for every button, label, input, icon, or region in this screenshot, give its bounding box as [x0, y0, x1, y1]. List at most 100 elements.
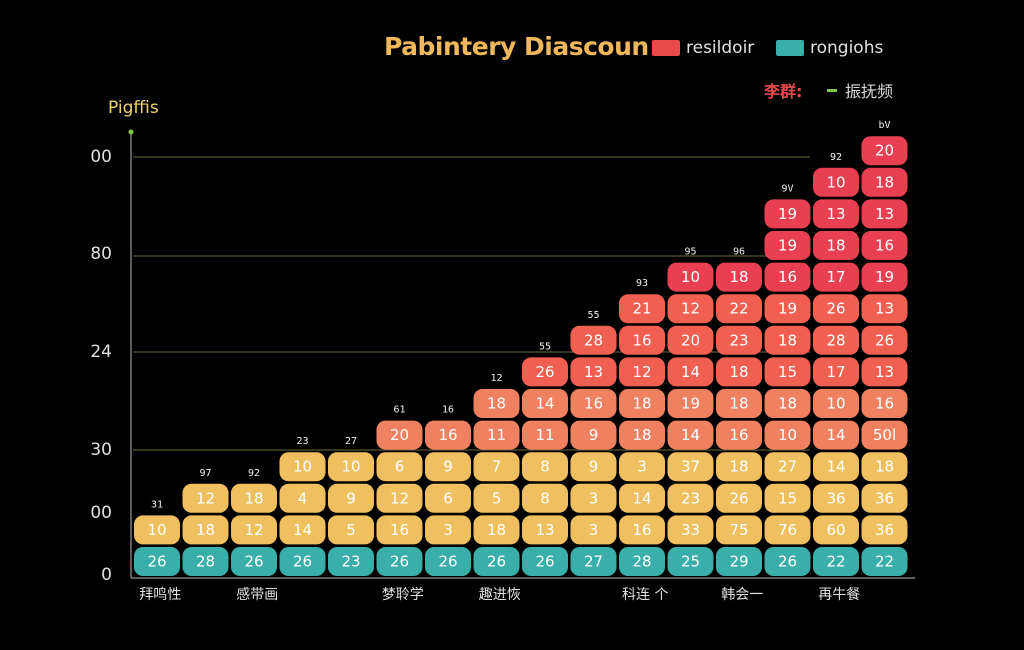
data-cell — [570, 420, 617, 450]
data-cell-label: 15 — [778, 489, 797, 507]
column-top-label: 23 — [296, 436, 308, 447]
y-axis-top-dot — [128, 129, 134, 135]
subtitle-label: 李群: — [764, 82, 803, 101]
data-cell — [522, 547, 568, 576]
data-cell — [619, 483, 665, 513]
data-cell-label: 10 — [147, 521, 166, 539]
data-cell — [813, 515, 859, 545]
data-cell — [764, 262, 811, 292]
data-cell-label: 13 — [875, 363, 894, 381]
data-cell-label: 16 — [584, 395, 603, 413]
data-cell-label: 28 — [826, 331, 845, 349]
data-cell-label: 29 — [729, 553, 748, 571]
data-cell — [619, 452, 665, 482]
data-cell-label: 17 — [826, 363, 845, 381]
data-cell — [376, 420, 423, 450]
data-cell — [764, 420, 811, 450]
column-top-label: 9V — [781, 183, 793, 194]
data-cell — [231, 547, 277, 576]
data-cell-label: 14 — [535, 395, 554, 413]
data-cell-label: 18 — [875, 173, 894, 191]
data-cell — [813, 483, 859, 513]
data-cell — [570, 452, 617, 482]
data-cell — [425, 547, 471, 576]
data-cell — [182, 483, 229, 513]
data-cell-label: 13 — [535, 521, 554, 539]
data-cell-label: 19 — [778, 237, 797, 255]
data-cell — [182, 547, 229, 576]
data-cell-label: 16 — [729, 426, 748, 444]
data-cell-label: 9 — [589, 426, 599, 444]
y-axis-label: Pigffis — [108, 98, 159, 118]
data-cell — [861, 325, 908, 355]
chart-title: Pabintery Diascoun — [384, 32, 649, 61]
data-cell-label: 18 — [632, 426, 651, 444]
data-cell — [522, 515, 568, 545]
data-cell — [570, 547, 617, 576]
data-cell — [279, 515, 326, 545]
data-cell — [328, 547, 374, 576]
data-cell-label: 12 — [244, 521, 263, 539]
data-cell — [764, 357, 811, 387]
data-cell-label: 27 — [778, 458, 797, 476]
data-cell-label: 23 — [341, 553, 360, 571]
data-cell-label: 36 — [826, 489, 845, 507]
data-cell-label: 3 — [589, 521, 599, 539]
data-cell-label: 28 — [632, 553, 651, 571]
data-cell-label: 26 — [438, 553, 457, 571]
data-cell-label: 16 — [875, 237, 894, 255]
data-cell — [813, 199, 859, 229]
data-cell-label: 26 — [293, 553, 312, 571]
data-cell-label: 6 — [443, 489, 453, 507]
data-cell — [182, 515, 229, 545]
data-cell — [279, 452, 326, 482]
data-cell — [813, 452, 859, 482]
data-cell-label: 36 — [875, 489, 894, 507]
data-cell-label: 13 — [584, 363, 603, 381]
data-cell-label: 26 — [390, 553, 409, 571]
data-cell — [328, 483, 374, 513]
data-cell-label: 5 — [492, 489, 502, 507]
data-cell-label: 19 — [778, 205, 797, 223]
data-cell-label: 22 — [875, 553, 894, 571]
data-cell-label: 37 — [681, 458, 700, 476]
data-cell — [570, 483, 617, 513]
column-top-label: 97 — [199, 468, 211, 479]
data-cell-label: 16 — [438, 426, 457, 444]
data-cell — [328, 515, 374, 545]
data-cell-label: 18 — [778, 331, 797, 349]
data-cell-label: 14 — [681, 426, 700, 444]
data-cell-label: 22 — [826, 553, 845, 571]
x-tick-label: 韩会一 — [721, 587, 763, 603]
data-cell-label: 11 — [535, 426, 554, 444]
data-cell-label: 12 — [632, 363, 651, 381]
data-cell-label: 9 — [443, 458, 453, 476]
data-cell-label: 13 — [875, 205, 894, 223]
data-cell — [619, 515, 665, 545]
data-cell-label: 20 — [390, 426, 409, 444]
data-cell — [667, 325, 714, 355]
data-cell — [764, 389, 811, 418]
column-top-label: bV — [878, 120, 890, 131]
data-cell — [861, 515, 908, 545]
data-cell-label: 10 — [341, 458, 360, 476]
data-cell-label: 19 — [875, 268, 894, 286]
data-cell-label: 76 — [778, 521, 797, 539]
data-cell — [619, 325, 665, 355]
legend-item-rongiohs: rongiohs — [776, 38, 883, 58]
x-tick-label: 再牛餐 — [818, 587, 860, 603]
data-cell-label: 3 — [589, 489, 599, 507]
data-cell — [764, 231, 811, 260]
data-cell — [473, 420, 520, 450]
data-cell-label: 14 — [826, 426, 845, 444]
data-cell — [764, 199, 811, 229]
data-cell-label: 10 — [826, 173, 845, 191]
data-cell — [861, 389, 908, 418]
data-cell — [473, 483, 520, 513]
data-cell-label: 20 — [875, 142, 894, 160]
data-cell-label: 12 — [196, 489, 215, 507]
data-cell — [813, 294, 859, 324]
data-cell-label: 8 — [540, 489, 550, 507]
data-cell — [473, 452, 520, 482]
data-cell — [667, 357, 714, 387]
